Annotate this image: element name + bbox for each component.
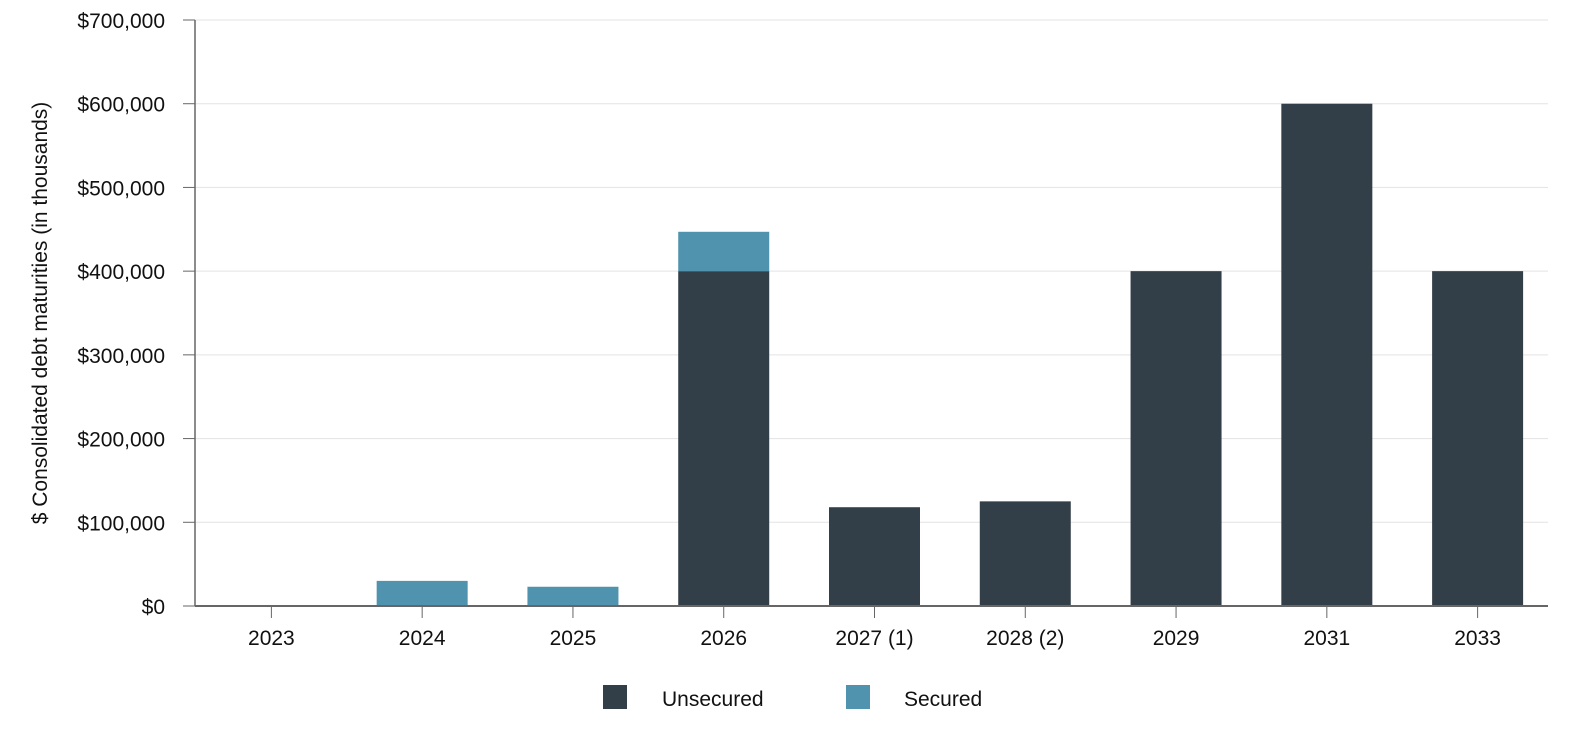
y-tick-label: $0 [142,596,165,619]
x-tick-label: 2026 [700,627,747,650]
gridlines [195,19,1548,523]
y-tick-label: $300,000 [77,345,165,368]
legend-label-unsecured: Unsecured [662,688,764,711]
y-tick-label: $200,000 [77,429,165,452]
x-tick-label: 2033 [1454,627,1501,650]
y-tick-label: $600,000 [77,94,165,117]
bar-unsecured-2027-1 [829,507,920,606]
bar-secured-2024 [376,580,468,606]
legend-item-secured: Secured [846,685,982,711]
x-tick-label: 2028 (2) [986,627,1064,650]
legend-swatch-unsecured [603,685,627,709]
x-tick-label: 2027 (1) [835,627,913,650]
x-tick-label: 2023 [248,627,295,650]
bar-unsecured-2031 [1281,103,1373,606]
axes [183,19,1548,618]
legend-label-secured: Secured [904,688,982,711]
x-tick-labels: 2023 2024 2025 2026 2027 (1) 2028 (2) 2029 2031… [248,627,1501,650]
x-tick-label: 2031 [1303,627,1350,650]
x-tick-label: 2025 [550,627,597,650]
bar-secured-2026 [678,231,770,272]
x-tick-label: 2029 [1153,627,1200,650]
bar-unsecured-2028-2 [979,501,1071,606]
y-tick-label: $700,000 [77,10,165,33]
x-tick-label: 2024 [399,627,446,650]
y-tick-labels: $0 $100,000 $200,000 $300,000 $400,000 $500,0… [77,10,165,619]
legend-item-unsecured: Unsecured [603,685,764,711]
bars [376,103,1524,606]
y-tick-label: $500,000 [77,177,165,200]
bar-unsecured-2033 [1432,271,1524,606]
legend-swatch-secured [846,685,870,709]
y-axis-title: $ Consolidated debt maturities (in thous… [29,102,52,525]
bar-unsecured-2029 [1130,271,1222,606]
y-tick-label: $100,000 [77,512,165,535]
bar-secured-2025 [527,586,619,606]
bar-unsecured-2026 [678,271,770,606]
legend: Unsecured Secured [603,685,982,711]
y-tick-label: $400,000 [77,261,165,284]
